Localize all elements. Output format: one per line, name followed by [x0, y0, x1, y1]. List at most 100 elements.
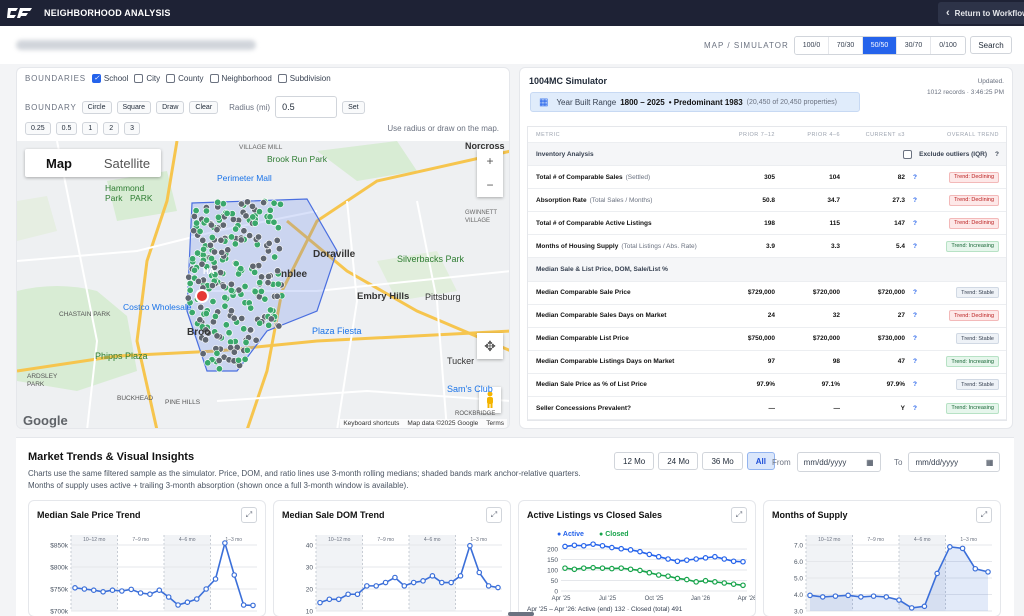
from-date-input[interactable]: mm/dd/yyyy ▦	[796, 452, 881, 472]
tab-map[interactable]: Map	[46, 155, 72, 171]
data-point	[934, 570, 940, 577]
to-date-input[interactable]: mm/dd/yyyy ▦	[908, 452, 1001, 472]
checkbox[interactable]	[91, 74, 101, 84]
clear-button[interactable]: Clear	[189, 100, 219, 114]
data-point	[618, 565, 625, 571]
map-dots	[184, 197, 286, 373]
help-icon[interactable]: ?	[913, 335, 917, 343]
terms-link[interactable]: Terms	[486, 420, 504, 427]
expand-icon[interactable]: ⤢	[486, 507, 502, 523]
range-36mo-button[interactable]: 36 Mo	[702, 452, 743, 470]
help-icon[interactable]: ?	[913, 219, 917, 227]
boundary-option-neighborhood[interactable]: Neighborhood	[209, 74, 272, 84]
help-icon[interactable]: ?	[913, 404, 917, 412]
ratio-button[interactable]: 0/100	[931, 37, 965, 54]
boundary-option-subdivision[interactable]: Subdivision	[277, 74, 331, 84]
zoom-in-button[interactable]: +	[486, 154, 494, 168]
square-button[interactable]: Square	[116, 100, 152, 114]
range-12mo-button[interactable]: 12 Mo	[614, 452, 655, 470]
checkbox[interactable]	[209, 74, 219, 84]
metric-name: Median Comparable List Price	[536, 335, 629, 343]
radius-quick-button[interactable]: 2	[103, 122, 120, 135]
radius-input[interactable]: 0.5	[275, 96, 338, 118]
app-logo[interactable]	[6, 5, 34, 21]
data-point	[562, 543, 568, 550]
help-icon[interactable]: ?	[913, 289, 917, 297]
metric-label: Total # of Comparable Active Listings	[528, 220, 718, 227]
option-label: City	[146, 74, 161, 83]
checkbox[interactable]	[134, 74, 144, 84]
ratio-button-active[interactable]: 50/50	[863, 37, 897, 54]
property-marker	[227, 286, 235, 294]
boundary-option-county[interactable]: County	[166, 74, 204, 84]
boundary-option-school[interactable]: School	[91, 74, 128, 84]
help-icon[interactable]: ?	[913, 173, 917, 181]
radius-quick-button[interactable]: 3	[124, 122, 141, 135]
checkbox[interactable]	[903, 149, 913, 159]
horizontal-scrollbar[interactable]	[508, 612, 534, 616]
property-marker	[210, 248, 218, 256]
property-marker	[219, 282, 227, 290]
property-marker	[255, 208, 263, 216]
data-point	[203, 586, 209, 592]
tab-satellite[interactable]: Satellite	[103, 155, 151, 171]
property-marker	[247, 326, 255, 334]
range-24mo-button[interactable]: 24 Mo	[658, 452, 699, 470]
boundary-option-city[interactable]: City	[134, 74, 161, 84]
property-marker	[224, 246, 232, 254]
ratio-button[interactable]: 70/30	[829, 37, 863, 54]
help-icon[interactable]: ?	[913, 242, 917, 250]
street-view-pegman-icon[interactable]	[479, 387, 501, 413]
help-icon[interactable]: ?	[995, 150, 999, 158]
checkbox[interactable]	[277, 74, 287, 84]
trend-badge: Trend: Declining	[949, 194, 999, 206]
y-tick-label: 20	[306, 587, 314, 594]
pan-control-icon[interactable]: ✥	[477, 333, 503, 359]
metric-name: Median Comparable Sales Days on Market	[536, 312, 667, 320]
circle-button[interactable]: Circle	[81, 100, 112, 114]
y-tick-label: 6.0	[794, 559, 803, 566]
checkbox[interactable]	[166, 74, 176, 84]
property-marker	[261, 295, 269, 303]
property-marker	[184, 294, 192, 302]
exclude-outliers-toggle[interactable]: Exclude outliers (IQR)?	[903, 149, 999, 159]
property-marker	[270, 199, 278, 207]
radius-quick-button[interactable]: 0.5	[55, 122, 78, 135]
zoom-out-button[interactable]: −	[486, 178, 494, 192]
property-marker	[208, 255, 216, 263]
metric-label: Total # of Comparable Sales (Settled)	[528, 174, 718, 181]
help-icon[interactable]: ?	[913, 196, 917, 204]
boundary-label: BOUNDARY	[25, 102, 77, 112]
boundaries-label: BOUNDARIES	[25, 74, 86, 84]
map-place-label: BUCKHEAD	[117, 395, 154, 402]
x-tick-label: Apr '25	[552, 596, 571, 602]
radius-quick-button[interactable]: 1	[82, 122, 99, 135]
ratio-button[interactable]: 30/70	[897, 37, 931, 54]
expand-icon[interactable]: ⤢	[731, 507, 747, 523]
property-marker	[225, 329, 233, 337]
data-point	[72, 584, 78, 591]
section-title: Inventory Analysis	[536, 150, 594, 158]
search-button[interactable]: Search	[970, 36, 1012, 54]
current-value: $720,000	[877, 289, 905, 297]
draw-button[interactable]: Draw	[156, 100, 185, 114]
map-place-label: Sam's Club	[447, 384, 493, 394]
property-marker	[202, 310, 210, 318]
keyboard-shortcuts-link[interactable]: Keyboard shortcuts	[343, 420, 400, 427]
ratio-button[interactable]: 100/0	[795, 37, 829, 54]
prior-4-6-value: $720,000	[812, 335, 840, 343]
help-icon[interactable]: ?	[913, 358, 917, 366]
expand-icon[interactable]: ⤢	[241, 507, 257, 523]
help-icon[interactable]: ?	[913, 381, 917, 389]
range-all-button[interactable]: All	[746, 452, 775, 470]
radius-quick-button[interactable]: 0.25	[25, 122, 51, 135]
expand-icon[interactable]: ⤢	[976, 507, 992, 523]
help-icon[interactable]: ?	[913, 312, 917, 320]
calendar-icon: ▦	[866, 457, 874, 467]
data-point	[571, 542, 578, 549]
set-button[interactable]: Set	[342, 100, 365, 114]
trends-title: Market Trends & Visual Insights	[28, 451, 195, 463]
map-canvas[interactable]: Map Satellite + − ✥ Google Keyboard shor…	[17, 141, 509, 428]
dom-chart: 10–12 mo 7–9 mo 4–6 mo 1–3 mo 40 30 20 10	[306, 535, 502, 616]
return-to-workflow-button[interactable]: ‹ Return to Workflow	[938, 2, 1024, 24]
